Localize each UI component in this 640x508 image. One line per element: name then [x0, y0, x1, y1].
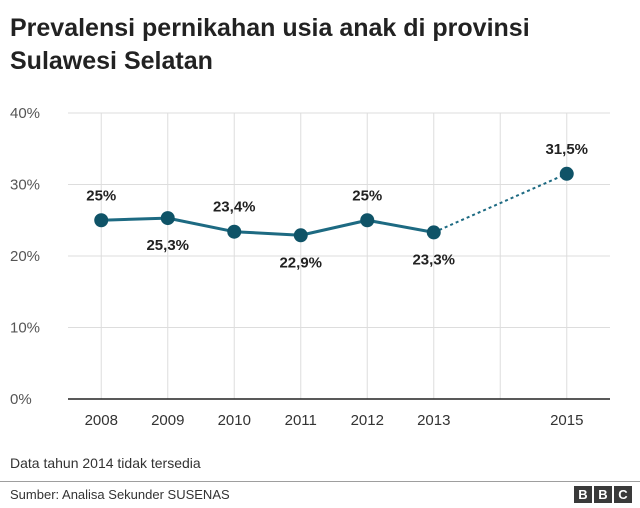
source-text: Sumber: Analisa Sekunder SUSENAS — [10, 487, 230, 502]
series-line — [101, 172, 568, 237]
x-tick-label: 2011 — [285, 412, 317, 429]
data-label: 25% — [86, 187, 116, 204]
x-tick-label: 2008 — [85, 412, 118, 429]
x-tick-label: 2013 — [417, 412, 450, 429]
data-label: 25,3% — [146, 237, 189, 254]
data-label: 31,5% — [545, 141, 588, 158]
y-tick-label: 20% — [10, 248, 40, 265]
chart-title: Prevalensi pernikahan usia anak di provi… — [10, 14, 530, 75]
data-label: 22,9% — [279, 254, 322, 271]
line-chart: 0% 10% 20% 30% 40% 2008 2009 2010 2011 2012 2013 20… — [10, 105, 610, 429]
bbc-logo-letter: C — [614, 486, 632, 503]
x-tick-label: 2015 — [550, 412, 583, 429]
y-tick-label: 0% — [10, 391, 32, 408]
data-point — [227, 224, 242, 239]
data-point — [94, 213, 109, 228]
bbc-logo: B B C — [574, 486, 632, 503]
data-point — [360, 213, 375, 228]
data-points — [94, 166, 574, 243]
y-tick-label: 40% — [10, 105, 40, 122]
x-tick-label: 2012 — [351, 412, 384, 429]
bbc-logo-letter: B — [594, 486, 612, 503]
gridlines — [68, 112, 610, 399]
data-point — [426, 225, 441, 240]
footer-divider — [0, 481, 640, 482]
data-label: 23,3% — [412, 251, 455, 268]
data-label: 23,4% — [213, 199, 256, 216]
data-point — [559, 166, 574, 181]
series-line-dashed — [433, 172, 568, 234]
data-labels: 25% 25,3% 23,4% 22,9% 25% 23,3% 31,5% — [86, 141, 588, 271]
data-point — [160, 211, 175, 226]
y-tick-label: 10% — [10, 320, 40, 337]
x-tick-label: 2010 — [218, 412, 251, 429]
series-line-solid — [101, 216, 435, 237]
data-note: Data tahun 2014 tidak tersedia — [10, 455, 201, 471]
bbc-logo-letter: B — [574, 486, 592, 503]
axes: 0% 10% 20% 30% 40% 2008 2009 2010 2011 2012 2013 20… — [10, 105, 610, 429]
data-point — [293, 228, 308, 243]
data-label: 25% — [352, 187, 382, 204]
x-tick-label: 2009 — [151, 412, 184, 429]
y-tick-label: 30% — [10, 177, 40, 194]
